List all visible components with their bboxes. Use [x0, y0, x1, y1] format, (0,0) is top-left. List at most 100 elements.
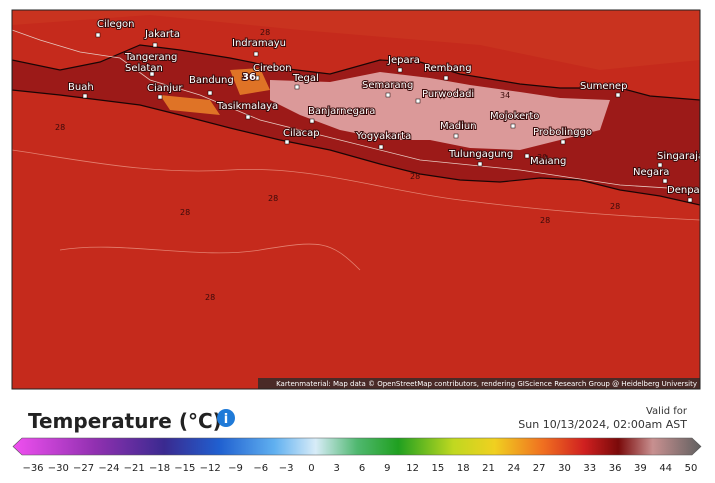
place-label: Tulungagung: [448, 149, 513, 160]
place-label: Malang: [530, 156, 566, 167]
place-marker: [149, 71, 155, 77]
contour-label: 28: [55, 123, 65, 132]
place-label: Cirebon: [253, 63, 292, 74]
contour: [12, 149, 700, 271]
place-marker: [152, 42, 158, 48]
place-label: Singaraja: [657, 151, 704, 162]
place-marker: [245, 114, 251, 120]
contour-label: 30: [537, 153, 547, 162]
place-marker: [294, 84, 300, 90]
place-label: Cianjur: [147, 83, 183, 94]
scale-tick-label: 21: [482, 463, 495, 474]
scale-tick-label: −36: [22, 463, 43, 474]
place-marker: [82, 93, 88, 99]
place-label: Jakarta: [144, 29, 180, 40]
scale-tick-label: −3: [279, 463, 294, 474]
place-marker: [662, 178, 668, 184]
place-marker: [157, 94, 163, 100]
contour-label: 28: [205, 293, 215, 302]
place-label: Selatan: [125, 63, 163, 74]
scale-tick-label: 30: [558, 463, 571, 474]
info-icon-glyph: i: [224, 412, 228, 427]
warm-area: [270, 72, 610, 150]
scale-tick-label: −30: [48, 463, 69, 474]
scale-tick-label: 27: [533, 463, 546, 474]
place-label: Cilacap: [283, 128, 320, 139]
hot-area: [160, 68, 270, 115]
place-label: Mojokerto: [490, 111, 539, 122]
scale-tick-label: −6: [253, 463, 268, 474]
scale-tick-label: −9: [228, 463, 243, 474]
place-label: Rembang: [424, 63, 472, 74]
place-marker: [397, 67, 403, 73]
place-label: Negara: [633, 167, 669, 178]
scale-tick-label: 3: [334, 463, 340, 474]
place-marker: [615, 92, 621, 98]
valid-time: Sun 10/13/2024, 02:00am AST: [518, 418, 687, 431]
scale-ticks: −36 −30 −27 −24 −21 −18 −15 −12 −9 −6 −3 0 3 6 9 12 15 18…: [22, 463, 697, 474]
place-label: Jepara: [387, 55, 420, 66]
place-marker: [524, 153, 530, 159]
place-label: Tangerang: [124, 52, 177, 63]
contour-label: 28: [540, 216, 550, 225]
place-marker: [254, 75, 260, 81]
place-label: Madiun: [440, 121, 477, 132]
place-label: Tasikmalaya: [216, 101, 278, 112]
place-label: Tegal: [292, 73, 319, 84]
scale-tick-label: −21: [124, 463, 145, 474]
place-marker: [284, 139, 290, 145]
contour-label: 28: [180, 208, 190, 217]
place-marker: [687, 197, 693, 203]
place-marker: [385, 92, 391, 98]
scale-tick-label: 9: [384, 463, 390, 474]
place-marker: [95, 32, 101, 38]
place-marker: [309, 118, 315, 124]
place-marker: [415, 98, 421, 104]
contour-label: 34: [500, 91, 510, 100]
scale-tick-label: −12: [200, 463, 221, 474]
scale-tick-label: 33: [583, 463, 596, 474]
place-label: Indramayu: [232, 38, 286, 49]
scale-tick-label: 44: [659, 463, 672, 474]
place-label: Banjarnegara: [308, 106, 375, 117]
place-label: Cilegon: [97, 19, 135, 30]
scale-tick-label: −24: [98, 463, 119, 474]
legend-title: Temperature (°C): [28, 409, 222, 433]
color-scale: [12, 437, 702, 456]
scale-tick-label: 15: [432, 463, 445, 474]
info-icon[interactable]: [217, 409, 235, 427]
scale-tick-label: 39: [634, 463, 647, 474]
scale-tick-label: 6: [359, 463, 365, 474]
sea-band: [12, 10, 700, 70]
place-marker: [253, 51, 259, 57]
scale-tick-label: 12: [406, 463, 419, 474]
place-label: Probolinggo: [533, 127, 592, 138]
place-label: Semarang: [362, 80, 413, 91]
place-label: Purwodadi: [422, 89, 474, 100]
place-label: Bandung: [189, 75, 234, 86]
contour-label: 28: [410, 172, 420, 181]
place-marker: [207, 90, 213, 96]
place-marker: [657, 162, 663, 168]
scale-tick-label: 0: [308, 463, 314, 474]
place-marker: [560, 139, 566, 145]
place-marker: [443, 75, 449, 81]
contour-label: 28: [610, 202, 620, 211]
scale-tick-label: 18: [457, 463, 470, 474]
map: Kartenmaterial: Map data © OpenStreetMap…: [12, 10, 705, 389]
place-marker: [378, 144, 384, 150]
scale-tick-label: 36: [609, 463, 622, 474]
scale-tick-label: 24: [507, 463, 520, 474]
scale-tick-label: −27: [73, 463, 94, 474]
scale-tick-label: −15: [174, 463, 195, 474]
place-label: Buah: [68, 82, 94, 93]
place-marker: [477, 161, 483, 167]
attribution: Kartenmaterial: Map data © OpenStreetMap…: [276, 380, 697, 388]
contour: [12, 29, 700, 191]
scale-tick-label: −18: [149, 463, 170, 474]
scale-tick-label: 50: [685, 463, 698, 474]
map-frame: [11, 9, 701, 390]
place-label: Denpas: [667, 185, 705, 196]
contour-label: 36: [242, 72, 256, 83]
